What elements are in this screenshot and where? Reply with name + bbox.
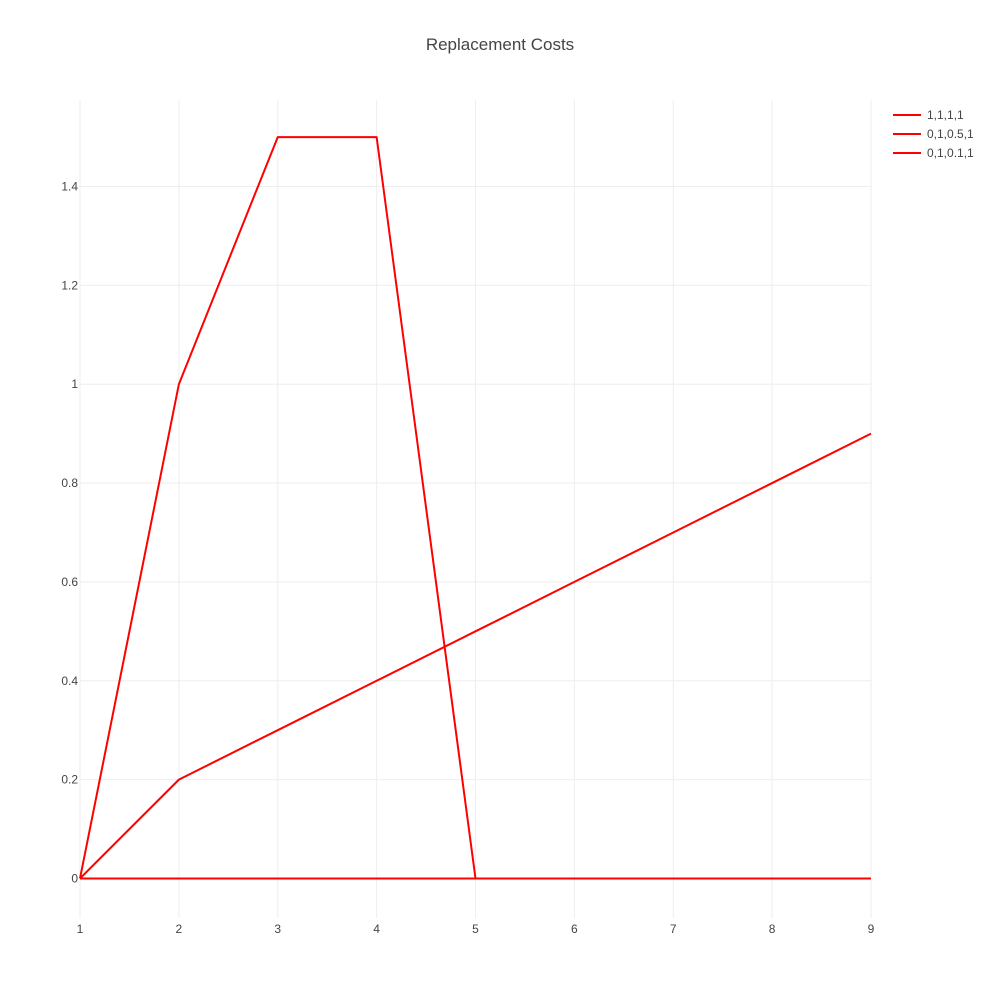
x-tick-label: 3 bbox=[274, 922, 281, 936]
legend[interactable]: 1,1,1,1 0,1,0.5,1 0,1,0.1,1 bbox=[893, 108, 974, 160]
x-axis: 1 2 3 4 5 6 7 8 9 bbox=[77, 922, 875, 936]
x-tick-label: 7 bbox=[670, 922, 677, 936]
legend-label: 1,1,1,1 bbox=[927, 108, 964, 122]
grid-layer bbox=[79, 100, 872, 918]
series-layer bbox=[79, 136, 872, 880]
y-tick-label: 0 bbox=[71, 871, 78, 885]
legend-item[interactable]: 0,1,0.1,1 bbox=[893, 146, 974, 160]
legend-label: 0,1,0.5,1 bbox=[927, 127, 974, 141]
y-tick-label: 0.2 bbox=[61, 773, 78, 787]
y-tick-label: 1.4 bbox=[61, 179, 78, 193]
x-tick-label: 2 bbox=[176, 922, 183, 936]
y-tick-label: 1 bbox=[71, 377, 78, 391]
chart-title: Replacement Costs bbox=[426, 35, 574, 54]
legend-item[interactable]: 0,1,0.5,1 bbox=[893, 127, 974, 141]
series-line-3 bbox=[79, 432, 872, 880]
x-tick-label: 4 bbox=[373, 922, 380, 936]
y-tick-label: 1.2 bbox=[61, 278, 78, 292]
y-tick-label: 0.8 bbox=[61, 476, 78, 490]
x-tick-label: 8 bbox=[769, 922, 776, 936]
x-tick-label: 1 bbox=[77, 922, 84, 936]
x-tick-label: 6 bbox=[571, 922, 578, 936]
y-tick-label: 0.4 bbox=[61, 674, 78, 688]
x-tick-label: 5 bbox=[472, 922, 479, 936]
y-tick-label: 0.6 bbox=[61, 575, 78, 589]
x-tick-label: 9 bbox=[868, 922, 875, 936]
legend-label: 0,1,0.1,1 bbox=[927, 146, 974, 160]
y-axis: 0 0.2 0.4 0.6 0.8 1 1.2 1.4 bbox=[61, 179, 78, 885]
legend-item[interactable]: 1,1,1,1 bbox=[893, 108, 964, 122]
